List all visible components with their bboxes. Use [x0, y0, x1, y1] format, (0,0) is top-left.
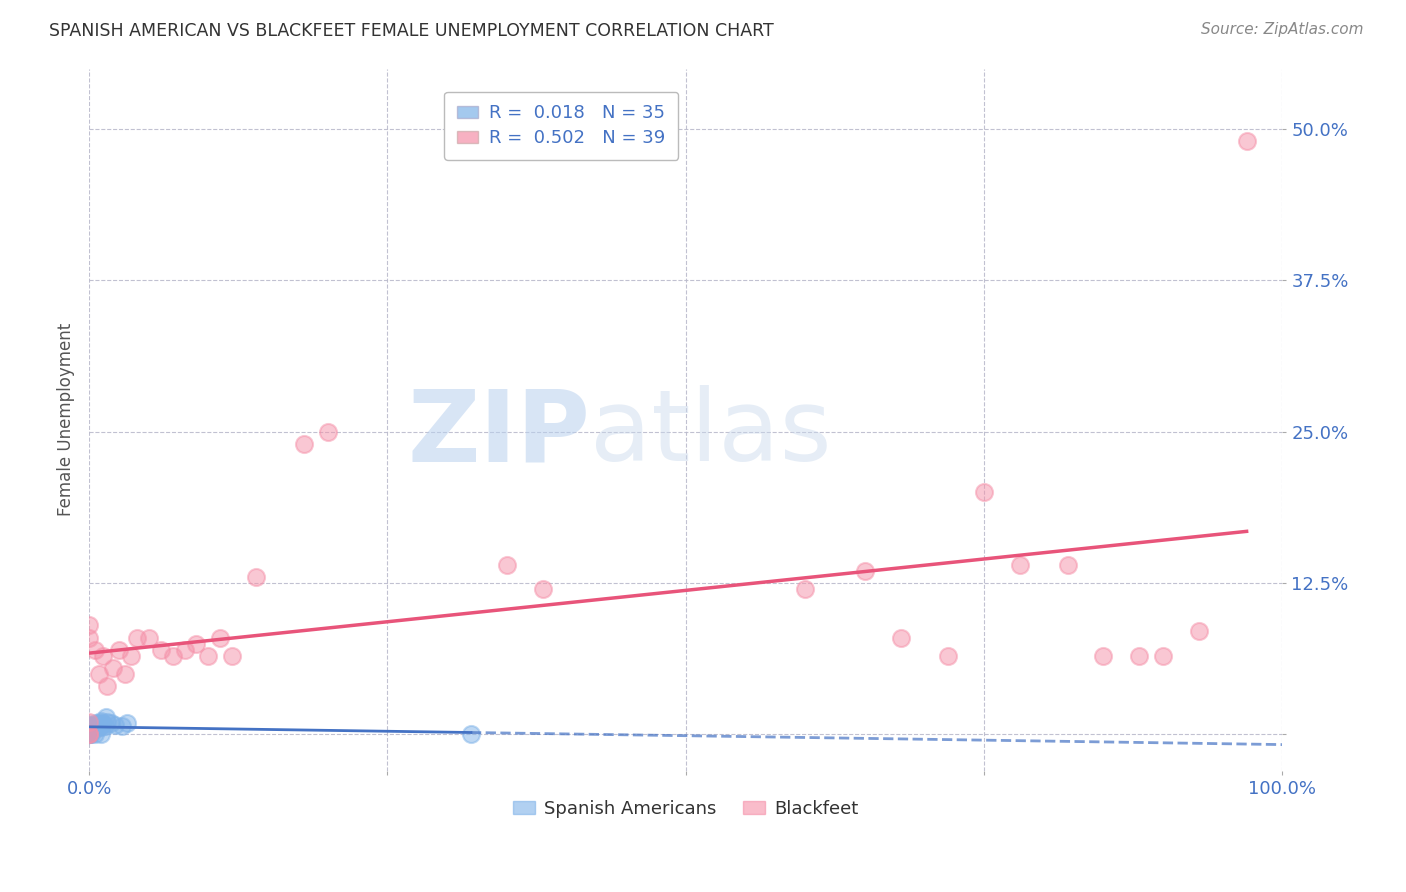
Point [1008, 558, 1031, 572]
Text: ZIP: ZIP [408, 385, 591, 483]
Point [149, 642, 172, 657]
Point [86, 717, 108, 731]
Point [316, 425, 339, 439]
Point [1056, 558, 1078, 572]
Point [77, 722, 100, 736]
Point [890, 631, 912, 645]
Point [77, 720, 100, 734]
Point [221, 648, 243, 663]
Point [197, 648, 219, 663]
Text: atlas: atlas [591, 385, 832, 483]
Point [186, 636, 208, 650]
Point [84, 717, 107, 731]
Point [101, 661, 124, 675]
Point [77, 727, 100, 741]
Legend: Spanish Americans, Blackfeet: Spanish Americans, Blackfeet [506, 792, 866, 825]
Point [83, 719, 105, 733]
Point [84, 642, 107, 657]
Point [173, 642, 195, 657]
Point [93, 648, 115, 663]
Point [853, 564, 876, 578]
Point [90, 727, 112, 741]
Point [77, 727, 100, 741]
Point [108, 642, 131, 657]
Point [138, 631, 160, 645]
Point [245, 570, 267, 584]
Point [90, 714, 112, 728]
Point [77, 717, 100, 731]
Point [77, 618, 100, 632]
Point [292, 437, 315, 451]
Point [1236, 134, 1258, 148]
Point [114, 666, 136, 681]
Point [495, 558, 517, 572]
Text: Source: ZipAtlas.com: Source: ZipAtlas.com [1201, 22, 1364, 37]
Point [84, 727, 107, 741]
Point [77, 727, 100, 741]
Point [77, 727, 100, 741]
Point [87, 716, 110, 731]
Point [531, 582, 554, 596]
Point [120, 648, 142, 663]
Point [1152, 648, 1174, 663]
Point [1092, 648, 1115, 663]
Y-axis label: Female Unemployment: Female Unemployment [58, 323, 75, 516]
Point [936, 648, 959, 663]
Point [87, 719, 110, 733]
Point [1188, 624, 1211, 639]
Point [209, 631, 232, 645]
Point [162, 648, 184, 663]
Point [91, 716, 114, 731]
Point [1128, 648, 1150, 663]
Point [460, 727, 482, 741]
Point [104, 717, 127, 731]
Point [794, 582, 817, 596]
Point [90, 717, 112, 731]
Point [973, 485, 995, 500]
Point [77, 727, 100, 741]
Point [84, 720, 107, 734]
Point [82, 722, 104, 736]
Point [77, 715, 100, 730]
Point [77, 727, 100, 741]
Point [117, 716, 139, 731]
Point [111, 719, 134, 733]
Point [96, 715, 118, 730]
Point [84, 716, 107, 731]
Point [80, 727, 103, 741]
Point [125, 631, 148, 645]
Text: SPANISH AMERICAN VS BLACKFEET FEMALE UNEMPLOYMENT CORRELATION CHART: SPANISH AMERICAN VS BLACKFEET FEMALE UNE… [49, 22, 773, 40]
Point [89, 717, 111, 731]
Point [86, 722, 108, 736]
Point [87, 666, 110, 681]
Point [93, 719, 115, 733]
Point [82, 717, 104, 731]
Point [94, 710, 117, 724]
Point [96, 679, 118, 693]
Point [90, 720, 112, 734]
Point [100, 716, 122, 731]
Point [80, 720, 103, 734]
Point [77, 631, 100, 645]
Point [77, 719, 100, 733]
